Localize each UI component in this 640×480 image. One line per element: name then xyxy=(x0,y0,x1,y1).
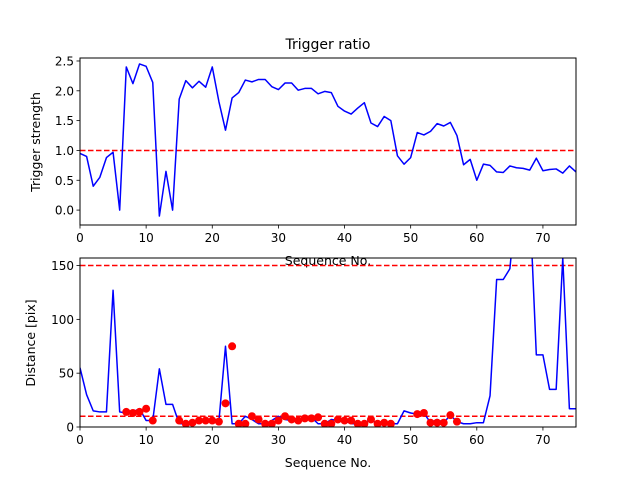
chart-2-marker-point xyxy=(142,404,151,413)
chart-2-marker-point xyxy=(439,418,448,427)
chart-1-ytick-label: 2.0 xyxy=(55,84,74,98)
chart-2-marker-point xyxy=(208,416,217,425)
chart-2-marker-point xyxy=(228,342,237,351)
chart-2-marker-point xyxy=(340,416,349,425)
chart-2-xtick-label: 0 xyxy=(76,433,84,447)
chart-2-marker-point xyxy=(314,413,323,422)
chart-2-marker-point xyxy=(327,419,336,427)
chart-2-xtick-label: 40 xyxy=(337,433,352,447)
chart-1-xtick-label: 70 xyxy=(535,231,550,245)
chart-2-marker-point xyxy=(234,419,243,427)
chart-1-ytick-label: 1.5 xyxy=(55,114,74,128)
chart-2-marker-point xyxy=(128,409,137,418)
chart-2-marker-point xyxy=(353,419,362,427)
chart-1-xtick-label: 30 xyxy=(271,231,286,245)
chart-1-xlabel: Sequence No. xyxy=(285,253,371,268)
chart-1-ytick-label: 2.5 xyxy=(55,54,74,68)
chart-2-marker-point xyxy=(307,414,316,423)
chart-1-ylabel: Trigger strength xyxy=(28,92,43,193)
chart-2-marker-point xyxy=(360,419,369,427)
chart-2-marker-point xyxy=(419,409,428,418)
chart-2-marker-point xyxy=(287,415,296,424)
chart-2-marker-point xyxy=(274,416,283,425)
chart-2-marker-point xyxy=(366,415,375,424)
chart-2-marker-point xyxy=(347,416,356,425)
chart-1-title: Trigger ratio xyxy=(284,37,370,53)
chart-2-marker-point xyxy=(181,419,190,427)
chart-2-ytick-label: 100 xyxy=(51,313,74,327)
chart-1-ytick-label: 0.5 xyxy=(55,174,74,188)
chart-2-xtick-label: 30 xyxy=(271,433,286,447)
chart-2-ytick-label: 150 xyxy=(51,259,74,273)
chart-2-marks xyxy=(80,258,576,427)
chart-2-marker-point xyxy=(254,415,263,424)
chart-2-ytick-label: 0 xyxy=(66,421,74,435)
chart-2-marker-point xyxy=(413,410,422,419)
chart-2-marker-point xyxy=(221,399,230,408)
chart-2-marker-point xyxy=(320,419,329,427)
chart-1-ytick-label: 0.0 xyxy=(55,204,74,218)
chart-2-marker-point xyxy=(175,416,184,425)
chart-2-marker-point xyxy=(380,418,389,427)
chart-2-marker-point xyxy=(148,416,157,425)
chart-2-marker-point xyxy=(135,407,144,416)
chart-2-marker-point xyxy=(333,415,342,424)
chart-2-ytick-label: 50 xyxy=(59,367,74,381)
chart-2-marker-point xyxy=(195,416,204,425)
chart-2-marker-point xyxy=(201,416,210,425)
chart-2-marker-point xyxy=(373,419,382,427)
chart-2-marker-point xyxy=(294,416,303,425)
chart-1-series-line-0 xyxy=(80,63,576,217)
chart-1-xtick-label: 10 xyxy=(138,231,153,245)
chart-2-marker-point xyxy=(267,419,276,427)
chart-1-marks xyxy=(80,63,576,217)
chart-2-frame xyxy=(79,257,577,428)
chart-1-ytick-label: 1.0 xyxy=(55,144,74,158)
chart-2-marker-point xyxy=(386,419,395,427)
chart-2-marker-point xyxy=(433,418,442,427)
chart-2-marker-point xyxy=(241,419,250,427)
chart-2-marker-point xyxy=(261,419,270,427)
chart-2-xtick-label: 70 xyxy=(535,433,550,447)
chart-2-marker-point xyxy=(452,417,461,426)
chart-2-marker-point xyxy=(247,412,256,421)
chart-1-xtick-label: 20 xyxy=(205,231,220,245)
chart-2-marker-point xyxy=(300,414,309,423)
chart-2-marker-point xyxy=(426,418,435,427)
chart-1-xtick-label: 0 xyxy=(76,231,84,245)
chart-2-plot: 0 10 20 30 40 50 60 70 0 50 100 150 xyxy=(51,257,577,447)
chart-1-frame xyxy=(79,57,577,226)
chart-2-marker-point xyxy=(188,418,197,427)
chart-2-ylabel: Distance [pix] xyxy=(23,299,38,386)
chart-2-marker-point xyxy=(122,407,131,416)
chart-2-marker-point xyxy=(214,417,223,426)
chart-2-xtick-label: 50 xyxy=(403,433,418,447)
chart-1-xtick-label: 40 xyxy=(337,231,352,245)
chart-2-marker-point xyxy=(281,412,290,421)
chart-2-xtick-label: 60 xyxy=(469,433,484,447)
chart-1-plot: 0 10 20 30 40 50 60 70 0.0 0.5 1.0 1.5 2.0 2.5 xyxy=(55,54,577,245)
chart-2-marker-point xyxy=(446,411,455,420)
chart-1-xtick-label: 50 xyxy=(403,231,418,245)
chart-2-xtick-label: 20 xyxy=(205,433,220,447)
chart-2-xtick-label: 10 xyxy=(138,433,153,447)
chart-2-xlabel: Sequence No. xyxy=(285,455,371,470)
chart-1-xtick-label: 60 xyxy=(469,231,484,245)
